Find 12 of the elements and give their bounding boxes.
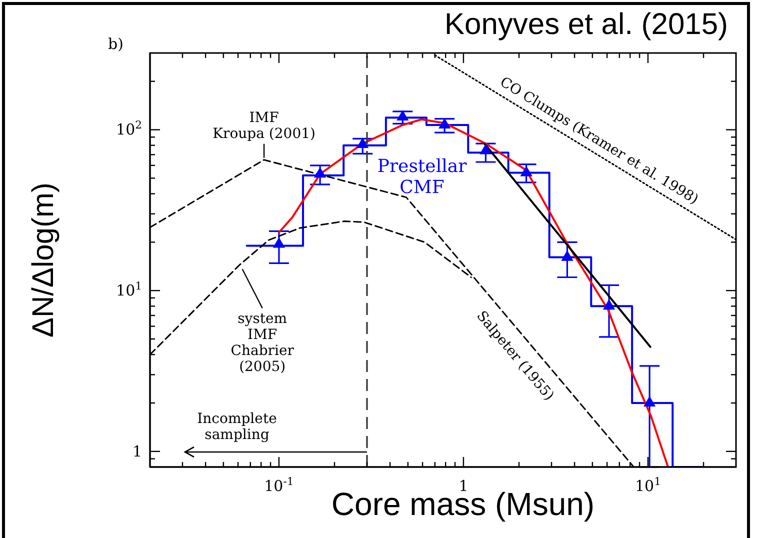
y-axis-title: ΔN/Δlog(m) bbox=[27, 182, 61, 338]
annotation: Incomplete sampling bbox=[197, 410, 277, 443]
y-tick-label: 10$^{2}$ bbox=[116, 118, 142, 139]
y-tick-label: 10$^{1}$ bbox=[116, 279, 142, 300]
text: b) bbox=[108, 35, 124, 54]
y-tick-label: 1 bbox=[132, 442, 142, 460]
x-tick-label: 10$^{-1}$ bbox=[264, 474, 294, 495]
annotation: system IMF Chabrier (2005) bbox=[230, 311, 294, 376]
chart-title: Konyves et al. (2015) bbox=[444, 8, 728, 42]
x-tick-label: 10$^{1}$ bbox=[634, 474, 661, 495]
annotation: IMF Kroupa (2001) bbox=[212, 110, 316, 142]
annotation: Prestellar CMF bbox=[377, 156, 467, 198]
